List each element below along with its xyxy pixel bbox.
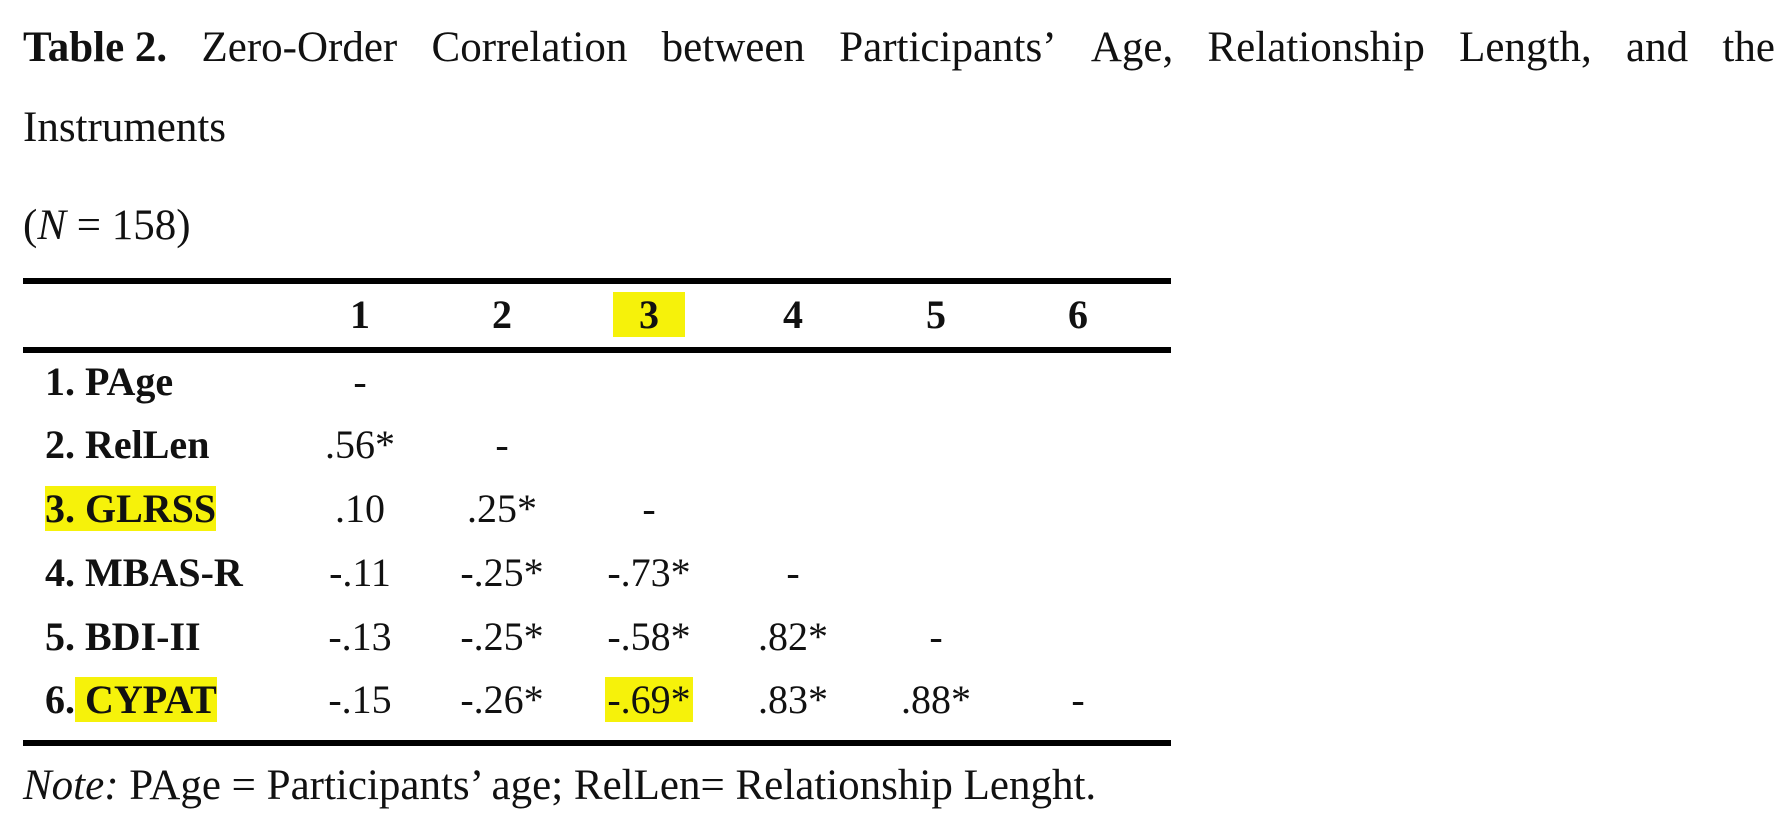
column-header-1: 1	[290, 282, 430, 348]
caption-line-1: Table 2. Zero-Order Correlation between …	[23, 8, 1775, 88]
column-header-text: 6	[1068, 292, 1088, 337]
table-cell: -	[495, 422, 509, 467]
column-header-text: 5	[926, 292, 946, 337]
table-cell: -.15	[328, 677, 392, 722]
sample-prefix: (	[23, 202, 38, 249]
table-cell: -.73*	[607, 550, 691, 595]
table-cell: -	[353, 359, 367, 404]
caption-word: Relationship	[1207, 24, 1425, 71]
note-text: PAge = Participants’ age; RelLen= Relati…	[118, 762, 1097, 809]
column-header-text: 4	[783, 292, 803, 337]
table-cell: -.26*	[460, 677, 544, 722]
sample-size: (N = 158)	[23, 196, 191, 256]
table-cell: .82*	[758, 614, 828, 659]
table-caption: Table 2. Zero-Order Correlation between …	[23, 8, 1781, 168]
row-number: 6.	[45, 677, 75, 722]
caption-word: Correlation	[431, 24, 628, 71]
column-header-5: 5	[866, 282, 1006, 348]
table-cell-highlighted: -.69*	[605, 677, 693, 722]
caption-label: Table 2.	[23, 24, 168, 71]
caption-word: Participants’	[839, 24, 1057, 71]
caption-word: Age,	[1090, 24, 1174, 71]
table-cell: .56*	[325, 422, 395, 467]
column-header-6: 6	[1008, 282, 1148, 348]
column-header-4: 4	[723, 282, 863, 348]
row-label-highlighted: 3. GLRSS	[45, 486, 217, 531]
column-header-text-highlighted: 3	[613, 292, 685, 337]
caption-word: and	[1626, 24, 1689, 71]
column-header-3: 3	[579, 282, 719, 348]
row-name-highlighted: CYPAT	[75, 677, 217, 722]
table-header-rule	[23, 347, 1171, 353]
table-cell: -.69*	[579, 668, 719, 732]
table-cell: -.13	[328, 614, 392, 659]
table-cell: -.58*	[607, 614, 691, 659]
table-cell: .10	[335, 486, 385, 531]
column-header-2: 2	[432, 282, 572, 348]
table-bottom-rule	[23, 740, 1171, 746]
table-cell: -.25*	[460, 614, 544, 659]
sample-n-symbol: N	[37, 202, 67, 249]
caption-line-2: Instruments	[23, 104, 227, 151]
table-top-rule	[23, 278, 1171, 284]
table-cell: .88*	[901, 677, 971, 722]
caption-word: Length,	[1459, 24, 1592, 71]
table-cell: -.25*	[460, 550, 544, 595]
table-cell: -.11	[329, 550, 391, 595]
table-cell: .83*	[758, 677, 828, 722]
table-cell: -	[786, 550, 800, 595]
table-note: Note: PAge = Participants’ age; RelLen= …	[23, 756, 1096, 816]
table-cell: -	[1071, 677, 1085, 722]
row-label: 5. BDI-II	[45, 614, 201, 659]
column-header-text: 2	[492, 292, 512, 337]
row-label: 1. PAge	[45, 359, 174, 404]
sample-value: = 158)	[66, 202, 191, 249]
caption-word: the	[1722, 24, 1775, 71]
note-label: Note:	[23, 762, 119, 809]
column-header-text: 1	[350, 292, 370, 337]
row-label: 2. RelLen	[45, 422, 210, 467]
row-label: 4. MBAS-R	[45, 550, 243, 595]
caption-word: between	[661, 24, 805, 71]
row-label: 3. GLRSS	[45, 477, 217, 541]
caption-word: Zero-Order	[201, 24, 398, 71]
row-label: 6. CYPAT	[45, 668, 217, 732]
table-cell: -	[929, 614, 943, 659]
table-cell: .25*	[467, 486, 537, 531]
table-cell: -	[642, 486, 656, 531]
